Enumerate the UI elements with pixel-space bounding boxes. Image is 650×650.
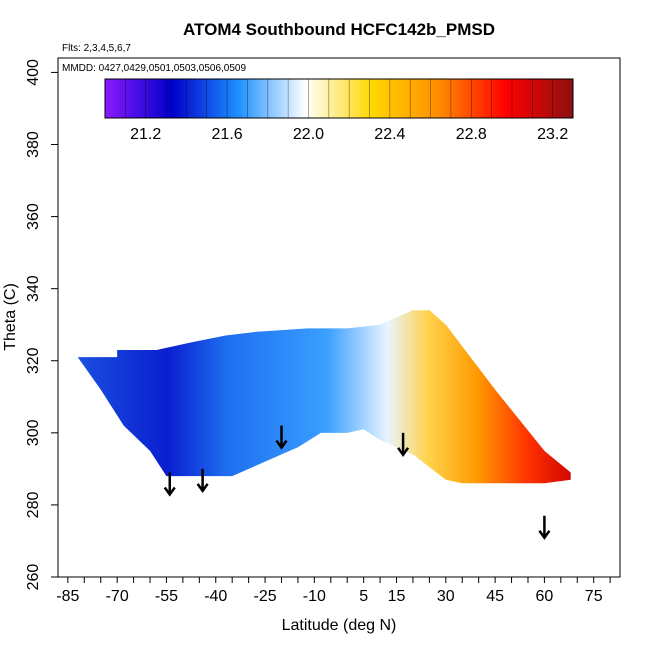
arrow-marker — [196, 468, 209, 494]
y-axis-label: Theta (C) — [2, 283, 19, 351]
y-tick-label: 320 — [25, 347, 42, 374]
y-tick-label: 340 — [25, 275, 42, 302]
flights-subtitle: Flts: 2,3,4,5,6,7 — [62, 43, 131, 54]
arrow-marker — [275, 425, 288, 450]
colorbar-tick-label: 21.2 — [130, 126, 161, 143]
x-tick-label: 5 — [359, 588, 368, 605]
x-tick-label: -25 — [253, 588, 276, 605]
x-tick-label: -55 — [155, 588, 178, 605]
arrow-marker — [163, 472, 176, 497]
arrow-marker — [397, 432, 410, 457]
y-axis: 260 280 300 320 340 360 380 400 — [25, 59, 59, 591]
dates-subtitle: MMDD: 0427,0429,0501,0503,0506,0509 — [62, 63, 246, 74]
colorbar-tick-label: 21.6 — [212, 126, 243, 143]
chart-title: ATOM4 Southbound HCFC142b_PMSD — [183, 20, 495, 39]
y-tick-label: 380 — [25, 131, 42, 158]
field-polygon — [77, 310, 571, 484]
x-tick-label: -10 — [303, 588, 326, 605]
x-axis: -85 -70 -55 -40 -25 -10 5 15 30 45 60 75 — [56, 576, 611, 605]
x-tick-label: -70 — [106, 588, 129, 605]
x-tick-label: 15 — [388, 588, 406, 605]
colorbar-tick-label: 22.0 — [293, 126, 324, 143]
x-axis-label: Latitude (deg N) — [282, 617, 397, 634]
x-tick-label: 75 — [585, 588, 603, 605]
arrow-marker — [538, 515, 551, 540]
colorbar: 21.2 21.6 22.0 22.4 22.8 23.2 — [104, 78, 574, 143]
y-tick-label: 300 — [25, 419, 42, 446]
x-tick-label: -40 — [204, 588, 227, 605]
x-tick-label: 60 — [536, 588, 554, 605]
y-tick-label: 260 — [25, 564, 42, 591]
x-tick-label: -85 — [56, 588, 79, 605]
arrow-markers — [163, 425, 551, 540]
colorbar-tick-label: 22.4 — [374, 126, 405, 143]
y-tick-label: 400 — [25, 59, 42, 86]
concentration-field — [77, 310, 571, 484]
x-tick-label: 30 — [437, 588, 455, 605]
colorbar-tick-label: 22.8 — [456, 126, 487, 143]
colorbar-tick-label: 23.2 — [537, 126, 568, 143]
y-tick-label: 280 — [25, 491, 42, 518]
colorbar-gradient — [104, 78, 574, 119]
y-tick-label: 360 — [25, 203, 42, 230]
x-tick-label: 45 — [486, 588, 504, 605]
